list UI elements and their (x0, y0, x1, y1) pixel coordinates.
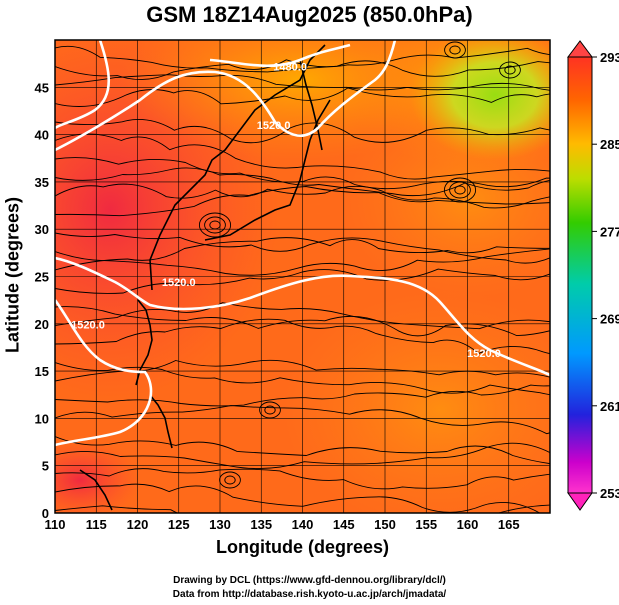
contour-label: 1520.0 (467, 348, 501, 360)
colorbar-tick-label: 277 (600, 224, 619, 239)
vortex-swirl (504, 65, 516, 75)
x-tick-label: 130 (209, 517, 231, 532)
vortex-swirl (443, 177, 477, 203)
contour-1480 (209, 43, 351, 68)
streamline (55, 133, 550, 180)
credit-data-source: Data from http://database.rish.kyoto-u.a… (172, 589, 447, 600)
contour-1520-sw (55, 299, 153, 447)
x-tick-label: 135 (250, 517, 272, 532)
y-tick-label: 15 (35, 364, 49, 379)
x-tick-label: 120 (127, 517, 149, 532)
height-contours (55, 40, 550, 447)
plot-frame (54, 39, 551, 514)
x-tick-label: 150 (374, 517, 396, 532)
x-tick-label: 155 (415, 517, 437, 532)
contour-label: 1480.0 (273, 61, 307, 73)
colorbar-tick-label: 253 (600, 486, 619, 501)
x-tick-label: 160 (457, 517, 479, 532)
vortex-swirl (259, 401, 281, 419)
x-tick-label: 115 (86, 517, 107, 532)
streamline (55, 248, 550, 276)
wind-streamlines (55, 41, 550, 513)
streamline (55, 232, 550, 264)
streamline (55, 405, 550, 435)
streamline (55, 362, 550, 396)
y-axis-label: Latitude (degrees) (2, 196, 23, 354)
vortex-swirl (499, 61, 521, 79)
streamline (55, 237, 550, 271)
streamline (55, 47, 550, 80)
streamline (55, 167, 550, 197)
credit-drawing: Drawing by DCL (https://www.gfd-dennou.o… (173, 575, 446, 586)
vortex-swirl (444, 41, 466, 59)
x-tick-label: 110 (45, 517, 66, 532)
vortex-swirl (198, 212, 232, 238)
streamline (55, 468, 550, 490)
vortex-swirl (204, 216, 226, 234)
x-tick-label: 125 (168, 517, 190, 532)
y-tick-label: 35 (35, 175, 49, 190)
vortex-swirl (219, 471, 241, 489)
contour-label: 1520.0 (257, 120, 291, 132)
x-axis-ticks: 110 115 120 125 130 135 140 145 150 155 160 165 (45, 517, 520, 532)
y-axis-ticks: 0 5 10 15 20 25 30 35 40 45 (35, 80, 49, 521)
colorbar-tick-label: 269 (600, 312, 619, 327)
streamline (55, 119, 550, 144)
colorbar-tick-label: 261 (600, 399, 619, 414)
x-tick-label: 140 (292, 517, 314, 532)
x-tick-label: 145 (333, 517, 355, 532)
y-tick-label: 5 (42, 459, 49, 474)
contour-1520-south (55, 256, 550, 377)
vortex-swirl (454, 185, 466, 195)
streamline (55, 306, 550, 337)
colorbar-top-arrow (567, 40, 593, 58)
colorbar-tick-label: 293 (600, 50, 619, 65)
y-tick-label: 25 (35, 270, 49, 285)
chart-title: GSM 18Z14Aug2025 (850.0hPa) (146, 2, 473, 27)
colorbar-bottom-arrow (567, 492, 593, 511)
y-tick-label: 20 (35, 317, 49, 332)
contour-1520-north (55, 40, 397, 152)
colorbar: 293 285 277 269 261 253 (567, 40, 619, 511)
vortex-swirl (449, 45, 461, 55)
contour-1520-west (55, 40, 111, 130)
colorbar-scale (567, 56, 593, 494)
colorbar-tick-label: 285 (600, 137, 619, 152)
streamline (55, 384, 550, 407)
vortex-swirl (264, 405, 276, 415)
streamline (55, 504, 550, 513)
streamline (55, 183, 550, 209)
y-tick-label: 45 (35, 80, 49, 95)
y-tick-label: 0 (42, 506, 49, 521)
streamline (55, 442, 550, 469)
streamline (55, 87, 550, 107)
x-tick-label: 165 (498, 517, 520, 532)
streamline (55, 436, 550, 465)
y-tick-label: 10 (35, 411, 49, 426)
y-tick-label: 30 (35, 222, 49, 237)
vortex-swirl (224, 475, 236, 485)
streamline (55, 186, 550, 217)
contour-label: 1520.0 (71, 320, 105, 332)
contour-label: 1520.0 (162, 277, 196, 289)
streamline (55, 302, 550, 330)
streamline (55, 318, 550, 355)
streamline (55, 157, 550, 190)
y-tick-label: 40 (35, 128, 49, 143)
x-axis-label: Longitude (degrees) (215, 537, 389, 557)
streamline (55, 483, 541, 513)
contour-labels: 1480.0 1520.0 1520.0 1520.0 1520.0 (71, 61, 501, 360)
